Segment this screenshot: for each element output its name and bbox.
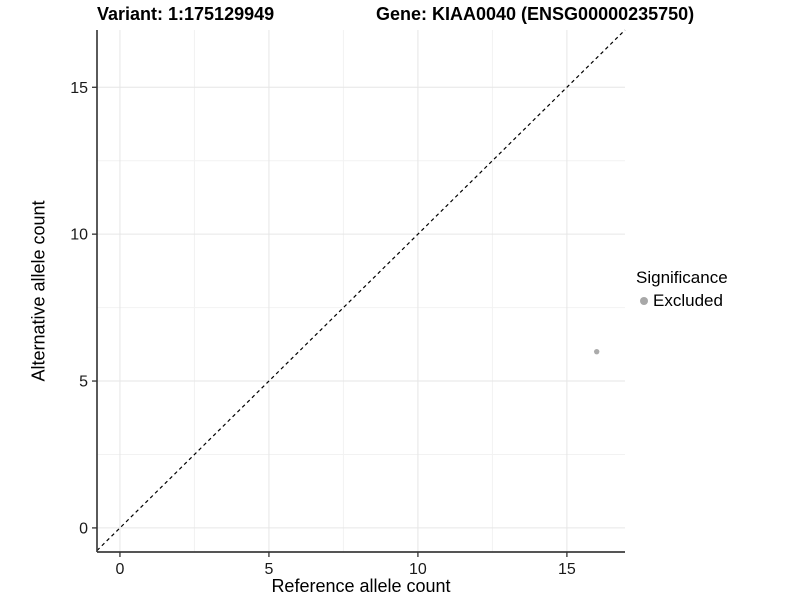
identity-line bbox=[96, 29, 626, 551]
x-tick-label: 10 bbox=[409, 561, 427, 578]
x-tick-label: 0 bbox=[115, 561, 124, 578]
gene-title: Gene: KIAA0040 (ENSG00000235750) bbox=[376, 4, 695, 24]
legend-title: Significance bbox=[636, 268, 728, 287]
legend-item-label: Excluded bbox=[653, 291, 723, 310]
legend-point-icon bbox=[640, 296, 648, 305]
legend-item-excluded: Excluded bbox=[636, 291, 728, 310]
y-axis-title: Alternative allele count bbox=[28, 200, 49, 382]
x-axis-title: Reference allele count bbox=[271, 576, 451, 596]
y-tick-label: 5 bbox=[79, 374, 88, 391]
x-tick-label: 15 bbox=[558, 561, 576, 578]
variant-title: Variant: 1:175129949 bbox=[97, 4, 275, 24]
legend: Significance Excluded bbox=[636, 268, 728, 310]
y-tick-label: 10 bbox=[70, 227, 88, 244]
x-tick-label: 5 bbox=[264, 561, 273, 578]
y-tick-label: 0 bbox=[79, 520, 88, 537]
y-tick-label: 15 bbox=[70, 80, 88, 97]
data-point bbox=[593, 348, 600, 355]
